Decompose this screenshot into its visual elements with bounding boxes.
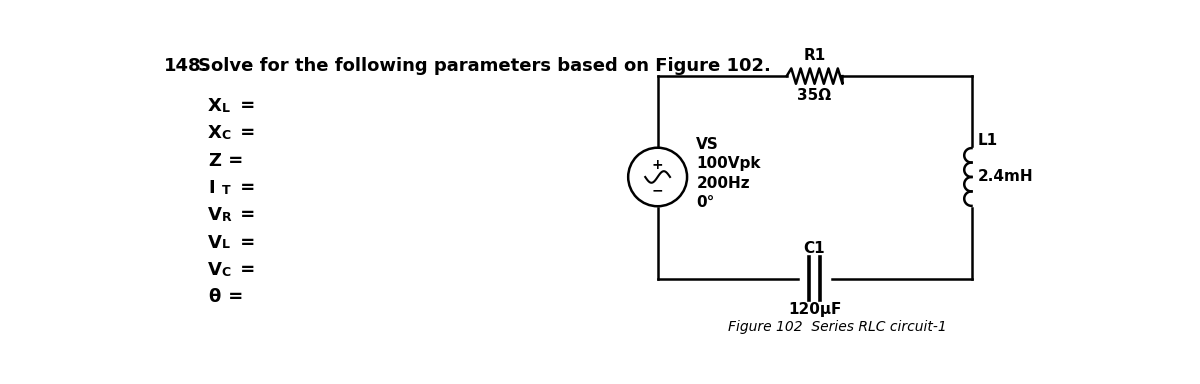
Text: =: =: [222, 152, 242, 170]
Text: Figure 102  Series RLC circuit-1: Figure 102 Series RLC circuit-1: [728, 320, 947, 334]
Text: L: L: [222, 101, 229, 114]
Text: V: V: [208, 261, 222, 279]
Text: C: C: [222, 265, 230, 278]
Text: Z: Z: [208, 152, 221, 170]
Text: C: C: [222, 129, 230, 142]
Text: 120μF: 120μF: [788, 302, 841, 317]
Text: =: =: [234, 179, 256, 197]
Text: =: =: [222, 288, 242, 306]
Text: VS: VS: [696, 137, 719, 152]
Text: V: V: [208, 233, 222, 252]
Text: 100Vpk: 100Vpk: [696, 156, 761, 171]
Text: L: L: [222, 238, 229, 251]
Text: =: =: [234, 97, 256, 115]
Text: 148.: 148.: [164, 57, 209, 75]
Text: θ: θ: [208, 288, 221, 306]
Text: =: =: [234, 261, 256, 279]
Text: R: R: [222, 211, 232, 224]
Text: X: X: [208, 97, 222, 115]
Text: −: −: [652, 183, 662, 197]
Text: 2.4mH: 2.4mH: [978, 169, 1033, 184]
Text: I: I: [208, 179, 215, 197]
Text: V: V: [208, 206, 222, 224]
Text: C1: C1: [804, 240, 826, 255]
Text: =: =: [234, 233, 256, 252]
Text: R1: R1: [804, 48, 826, 63]
Text: +: +: [652, 158, 662, 172]
Text: X: X: [208, 124, 222, 142]
Text: 35Ω: 35Ω: [798, 88, 832, 103]
Text: =: =: [234, 206, 256, 224]
Text: T: T: [222, 184, 230, 197]
Text: L1: L1: [978, 133, 998, 148]
Text: 200Hz: 200Hz: [696, 175, 750, 190]
Text: =: =: [234, 124, 256, 142]
Text: 0°: 0°: [696, 195, 715, 210]
Text: Solve for the following parameters based on Figure 102.: Solve for the following parameters based…: [198, 57, 770, 75]
